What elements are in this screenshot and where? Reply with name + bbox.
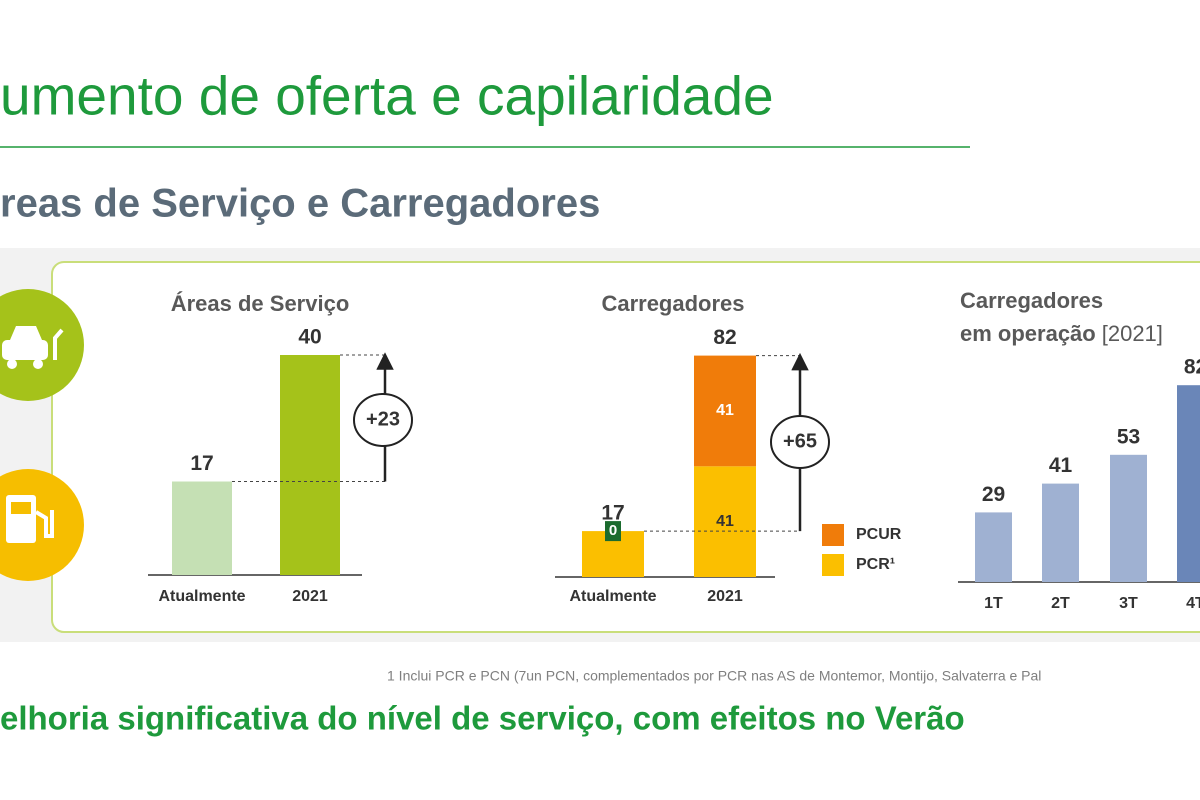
bar bbox=[1110, 454, 1147, 582]
slide-subtitle: reas de Serviço e Carregadores bbox=[0, 182, 600, 226]
value-label: 29 bbox=[982, 483, 1005, 506]
bar bbox=[280, 355, 340, 575]
chart-title: Carregadores bbox=[601, 291, 744, 316]
value-label: 17 bbox=[190, 452, 213, 475]
value-label: 40 bbox=[298, 326, 321, 349]
x-tick-label: 2021 bbox=[707, 588, 743, 605]
car-icon bbox=[0, 289, 84, 401]
chart-subtitle: [2021] bbox=[1102, 321, 1163, 346]
bar-segment bbox=[694, 466, 756, 577]
footnote: 1 Inclui PCR e PCN (7un PCN, complementa… bbox=[387, 668, 1041, 684]
conclusion: elhoria significativa do nível de serviç… bbox=[0, 700, 965, 737]
x-tick-label: 4T bbox=[1186, 595, 1200, 612]
x-tick-label: 3T bbox=[1119, 595, 1138, 612]
legend-swatch bbox=[822, 554, 844, 576]
annotation-circle bbox=[353, 393, 413, 447]
fuel-icon bbox=[0, 469, 84, 581]
total-label: 82 bbox=[713, 326, 736, 349]
annotation: +65 bbox=[783, 430, 817, 452]
x-tick-label: 1T bbox=[984, 595, 1003, 612]
bar-segment bbox=[694, 355, 756, 467]
chart-title: Carregadores bbox=[960, 288, 1103, 313]
slide-title: umento de oferta e capilaridade bbox=[0, 65, 774, 127]
bar bbox=[1042, 483, 1079, 582]
chart-title: em operação bbox=[960, 321, 1096, 346]
x-tick-label: 2021 bbox=[292, 588, 328, 605]
chart-title: Áreas de Serviço bbox=[171, 291, 350, 316]
bar bbox=[172, 481, 232, 575]
x-tick-label: Atualmente bbox=[158, 588, 245, 605]
segment-label: 0 bbox=[609, 522, 617, 539]
value-label: 41 bbox=[1049, 454, 1073, 477]
legend-label: PCUR bbox=[856, 526, 902, 543]
bar bbox=[1177, 385, 1200, 582]
total-label: 17 bbox=[601, 502, 624, 525]
legend-swatch bbox=[822, 524, 844, 546]
value-label: 82 bbox=[1184, 356, 1200, 379]
segment-label: 41 bbox=[716, 513, 734, 530]
zero-segment bbox=[605, 521, 621, 542]
segment-label: 41 bbox=[716, 402, 734, 419]
x-tick-label: 2T bbox=[1051, 595, 1070, 612]
bar bbox=[975, 512, 1012, 582]
x-tick-label: Atualmente bbox=[569, 588, 656, 605]
value-label: 53 bbox=[1117, 425, 1140, 448]
annotation: +23 bbox=[366, 408, 400, 430]
legend-label: PCR¹ bbox=[856, 556, 895, 573]
annotation-circle bbox=[770, 415, 830, 469]
